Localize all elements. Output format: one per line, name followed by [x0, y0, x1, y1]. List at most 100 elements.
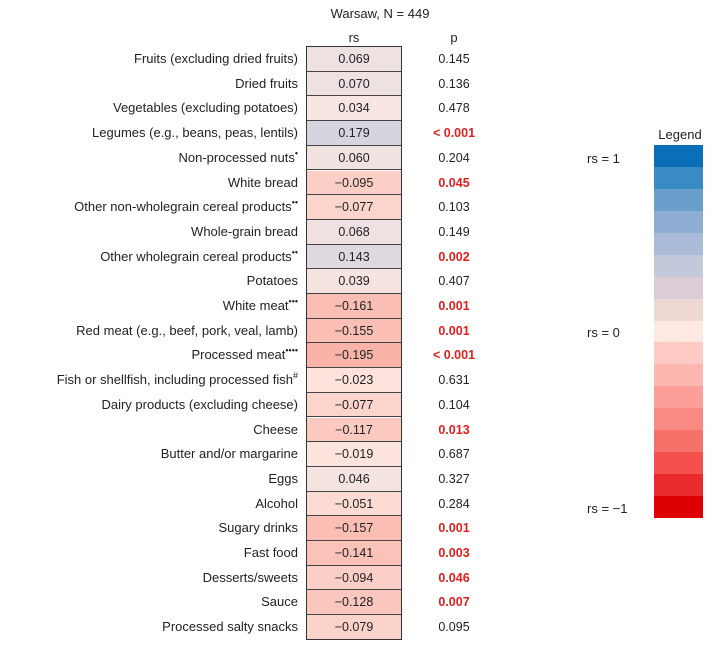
- p-value: 0.103: [438, 200, 470, 215]
- table-row: Sauce −0.128 0.007: [0, 590, 713, 616]
- p-value: < 0.001: [432, 126, 476, 141]
- rs-cell: 0.034: [307, 96, 401, 122]
- row-label: Butter and/or margarine: [160, 446, 298, 462]
- row-label: Whole-grain bread: [191, 223, 298, 239]
- table-row: Other non-wholegrain cereal products•• −0…: [0, 195, 713, 220]
- rs-cell: −0.094: [307, 565, 401, 591]
- legend-swatch: [654, 232, 703, 256]
- table-row: Legumes (e.g., beans, peas, lentils) 0.17…: [0, 121, 713, 146]
- legend-title: Legend: [658, 127, 702, 142]
- footnote-marker: •: [294, 148, 298, 159]
- p-value: 0.003: [438, 546, 470, 560]
- row-label: Processed salty snacks: [162, 619, 298, 635]
- p-value: 0.284: [438, 496, 470, 511]
- table-row: Processed meat•••• −0.195 < 0.001: [0, 343, 713, 369]
- rs-cell: −0.079: [307, 615, 401, 640]
- row-label: Dairy products (excluding cheese): [101, 396, 298, 412]
- rs-cell: 0.046: [307, 466, 401, 492]
- table-row: Vegetables (excluding potatoes) 0.034 0.47…: [0, 96, 713, 122]
- rs-cell: −0.051: [307, 491, 401, 517]
- row-label: Sugary drinks: [218, 520, 298, 536]
- table-row: Non-processed nuts• 0.060 0.204: [0, 145, 713, 171]
- legend-swatch: [654, 452, 703, 475]
- row-label: Alcohol: [255, 495, 298, 511]
- rs-cell: −0.128: [307, 590, 401, 616]
- column-header-rs: rs: [348, 30, 360, 45]
- rs-cell: −0.095: [307, 170, 401, 196]
- p-value: 0.478: [438, 101, 470, 116]
- footnote-marker: ••: [291, 247, 298, 258]
- rs-cell: −0.195: [307, 343, 401, 369]
- legend-swatch: [654, 430, 703, 453]
- row-label: Desserts/sweets: [202, 569, 298, 585]
- p-value: 0.327: [438, 471, 470, 486]
- p-value: 0.104: [438, 397, 470, 412]
- p-value: 0.095: [438, 620, 470, 635]
- rs-cell: −0.161: [307, 294, 401, 319]
- row-label: Vegetables (excluding potatoes): [112, 100, 298, 116]
- legend-swatch: [654, 496, 703, 519]
- table-row: Whole-grain bread 0.068 0.149: [0, 219, 713, 245]
- legend-swatch: [654, 145, 703, 168]
- table-row: Processed salty snacks −0.079 0.095: [0, 615, 713, 640]
- footnote-marker: •••: [288, 296, 298, 307]
- legend-label-max: rs = 1: [587, 151, 620, 166]
- rs-cell: −0.019: [307, 442, 401, 467]
- p-value: 0.045: [438, 175, 470, 190]
- rs-cell: 0.068: [307, 219, 401, 245]
- legend-label-min: rs = −1: [587, 501, 628, 516]
- table-row: Fast food −0.141 0.003: [0, 541, 713, 566]
- rs-cell: 0.069: [307, 47, 401, 72]
- p-value: 0.001: [438, 521, 470, 536]
- legend-swatch: [654, 320, 703, 343]
- p-value: 0.149: [438, 224, 470, 239]
- row-label: Fast food: [243, 545, 298, 560]
- table-row: Dried fruits 0.070 0.136: [0, 71, 713, 97]
- row-label: Fruits (excluding dried fruits): [134, 51, 298, 66]
- p-value: 0.013: [438, 422, 470, 437]
- table-row: Alcohol −0.051 0.284: [0, 491, 713, 517]
- rs-cell: −0.117: [307, 417, 401, 443]
- table-row: Dairy products (excluding cheese) −0.077 0…: [0, 392, 713, 418]
- row-label: Non-processed nuts•: [178, 148, 299, 165]
- row-label: Fish or shellfish, including processed f…: [56, 370, 298, 388]
- rs-cell: −0.141: [307, 541, 401, 566]
- row-label: White meat•••: [222, 296, 298, 313]
- row-label: Other non-wholegrain cereal products••: [74, 197, 298, 215]
- rs-cell: −0.155: [307, 318, 401, 344]
- p-value: 0.204: [438, 150, 470, 165]
- row-label: Cheese: [253, 421, 298, 437]
- table-row: White meat••• −0.161 0.001: [0, 294, 713, 319]
- rs-cell: 0.039: [307, 269, 401, 294]
- p-value: 0.001: [438, 323, 470, 338]
- row-label: Dried fruits: [235, 75, 298, 91]
- p-value: 0.631: [438, 373, 470, 388]
- legend-swatch: [654, 276, 703, 300]
- legend-swatch: [654, 364, 703, 387]
- row-label: Potatoes: [246, 273, 298, 289]
- table-row: Desserts/sweets −0.094 0.046: [0, 565, 713, 591]
- chart-title: Warsaw, N = 449: [330, 6, 430, 21]
- rs-cell: 0.143: [307, 244, 401, 270]
- legend-swatch: [654, 166, 703, 190]
- legend-swatch: [654, 254, 703, 278]
- rs-cell: 0.179: [307, 121, 401, 146]
- p-value: 0.007: [438, 595, 470, 610]
- table-row: Red meat (e.g., beef, pork, veal, lamb) −…: [0, 318, 713, 344]
- rs-cell: −0.077: [307, 392, 401, 418]
- row-label: Legumes (e.g., beans, peas, lentils): [92, 125, 298, 141]
- legend-swatch: [654, 408, 703, 431]
- legend-swatch: [654, 210, 703, 234]
- column-header-p: p: [450, 30, 458, 45]
- row-label: Red meat (e.g., beef, pork, veal, lamb): [76, 322, 298, 338]
- footnote-marker: #: [292, 370, 298, 381]
- legend-color-scale: [654, 145, 703, 519]
- rs-cell: −0.023: [307, 368, 401, 393]
- rs-cell: −0.077: [307, 195, 401, 220]
- row-label: Other wholegrain cereal products••: [100, 247, 298, 264]
- rs-cell: 0.060: [307, 145, 401, 171]
- legend-swatch: [654, 298, 703, 322]
- footnote-marker: ••: [291, 197, 298, 208]
- rs-cell: −0.157: [307, 516, 401, 541]
- p-value: < 0.001: [432, 348, 476, 363]
